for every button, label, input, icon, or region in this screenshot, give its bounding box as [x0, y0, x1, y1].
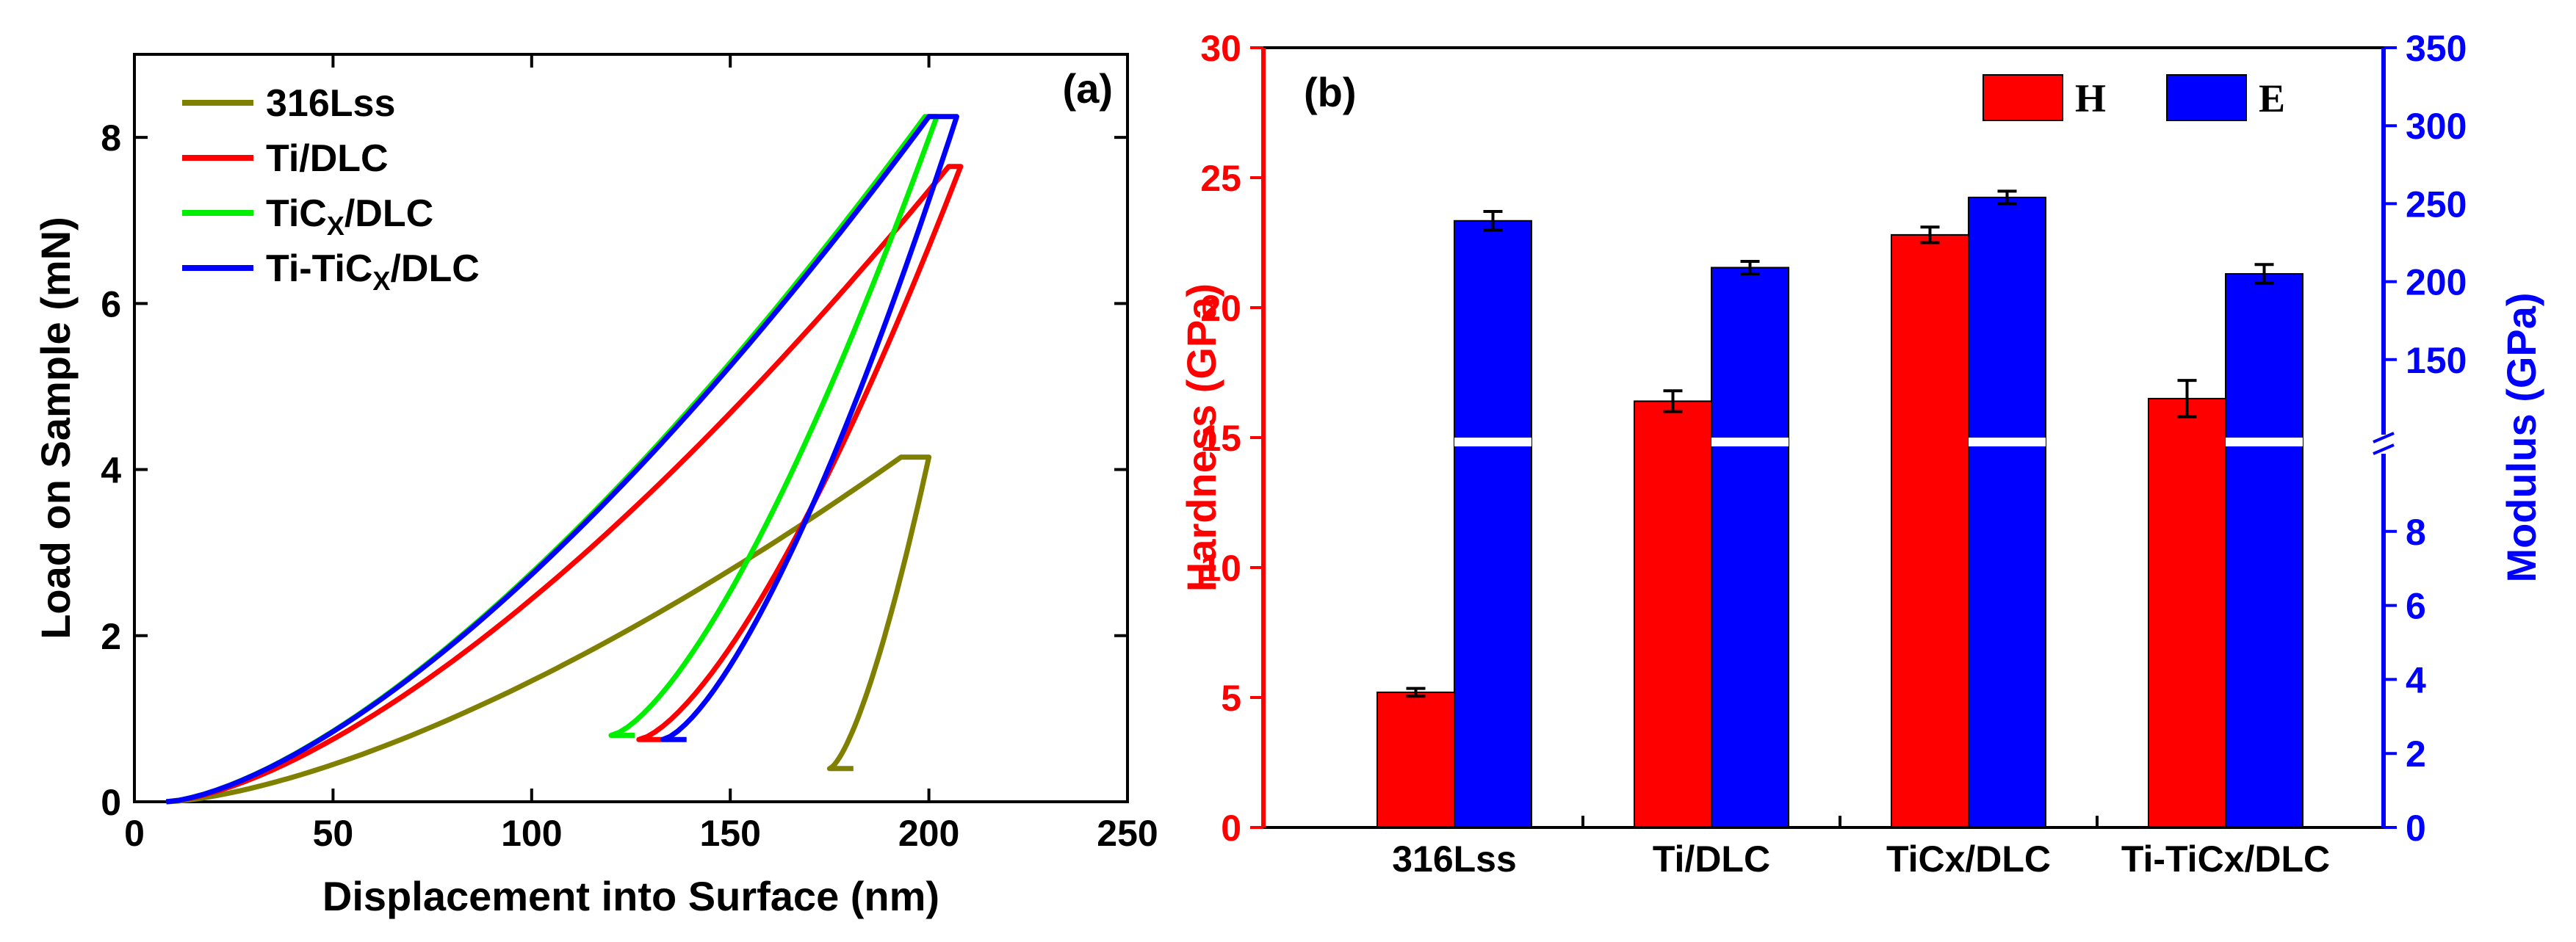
y-tick-label: 0 — [101, 782, 121, 823]
x-tick-label: 50 — [313, 813, 354, 854]
error-bar — [2177, 379, 2197, 419]
error-bar — [1920, 225, 1940, 244]
x-tick-label: 200 — [898, 813, 959, 854]
right-tick-label: 200 — [2406, 262, 2467, 303]
x-tick-label: 0 — [124, 813, 145, 854]
category-label: 316Lss — [1392, 838, 1517, 880]
x-tick-label: 150 — [699, 813, 760, 854]
right-tick-label: 0 — [2406, 808, 2426, 849]
legend-label-e: E — [2259, 76, 2285, 120]
error-bar — [1740, 259, 1760, 275]
right-tick-label: 8 — [2406, 512, 2426, 553]
legend-swatch-e — [2166, 74, 2247, 121]
left-tick-label: 10 — [1200, 548, 1241, 589]
legend-entry: 316Lss — [182, 82, 395, 125]
right-tick-label: 4 — [2406, 659, 2426, 700]
right-tick-label: 300 — [2406, 106, 2467, 147]
category-label: Ti/DLC — [1653, 838, 1770, 880]
legend-label: Ti-TiCX/DLC — [266, 247, 480, 296]
panel-a-ticks: 0 50 100 150 200 250 0 2 4 6 8 — [101, 54, 1158, 854]
y-tick-label: 4 — [101, 450, 121, 491]
bar-e-3 — [2225, 272, 2303, 829]
bar-e-break — [1969, 438, 2046, 446]
error-bar — [1406, 686, 1426, 698]
bar-e-break — [1454, 438, 1531, 446]
panel-b-hardness-modulus: 316Lss Ti/DLC TiCx/DLC Ti-TiCx/DLC 05101520… — [1178, 28, 2544, 880]
curve-316lss — [166, 454, 932, 805]
right-tick-label: 250 — [2406, 184, 2467, 225]
x-tick-label: 250 — [1097, 813, 1158, 854]
left-tick-label: 15 — [1200, 418, 1241, 459]
panel-a-curves — [165, 114, 964, 805]
legend-label-h: H — [2075, 76, 2106, 120]
curve-ti-ticx-dlc — [165, 114, 959, 805]
legend-entry: Ti-TiCX/DLC — [182, 247, 480, 296]
left-tick-label: 25 — [1200, 158, 1241, 199]
bar-e-break — [2226, 438, 2303, 446]
right-tick-label: 150 — [2406, 340, 2467, 381]
legend-label: 316Lss — [266, 82, 395, 125]
panel-b-left-ylabel: Hardness (GPa) — [1178, 283, 1224, 592]
bar-h-1 — [1634, 400, 1712, 828]
right-tick-label: 350 — [2406, 28, 2467, 69]
left-tick-label: 5 — [1221, 678, 1241, 719]
error-bar — [1663, 389, 1683, 413]
x-tick-label: 100 — [501, 813, 562, 854]
bar-h-3 — [2148, 397, 2226, 828]
panel-b-legend: H E — [1982, 74, 2285, 121]
bar-e-1 — [1711, 267, 1789, 828]
error-bar — [2254, 263, 2274, 285]
panel-b-bars: 316Lss Ti/DLC TiCx/DLC Ti-TiCx/DLC — [1377, 189, 2330, 880]
legend-label: TiCX/DLC — [266, 192, 433, 241]
right-tick-label: 6 — [2406, 586, 2426, 627]
bar-h-0 — [1377, 691, 1455, 828]
y-tick-label: 6 — [101, 283, 121, 325]
category-label: Ti-TiCx/DLC — [2121, 838, 2330, 880]
bar-h-2 — [1891, 233, 1969, 828]
left-tick-label: 0 — [1221, 808, 1241, 849]
panel-b-tag: (b) — [1304, 69, 1357, 115]
left-tick-label: 30 — [1200, 28, 1241, 69]
bar-e-break — [1711, 438, 1789, 446]
panel-a-xlabel: Displacement into Surface (nm) — [322, 873, 939, 919]
legend-label: Ti/DLC — [266, 137, 389, 180]
bar-e-0 — [1454, 220, 1532, 829]
y-tick-label: 8 — [101, 117, 121, 159]
panel-a-legend: 316Lss Ti/DLC TiCX/DLC Ti-TiCX/DLC — [182, 82, 480, 296]
panel-a-ylabel: Load on Sample (mN) — [32, 217, 79, 640]
error-bar — [1483, 210, 1503, 232]
legend-swatch-h — [1982, 74, 2063, 121]
panel-a-frame — [133, 53, 1129, 803]
left-tick-label: 20 — [1200, 288, 1241, 329]
legend-entry: Ti/DLC — [182, 137, 389, 180]
y-tick-label: 2 — [101, 616, 121, 657]
panel-a-load-displacement: 0 50 100 150 200 250 0 2 4 6 8 (a) 316Lss Ti/DLC TiC… — [32, 53, 1158, 919]
panel-b-right-ylabel: Modulus (GPa) — [2498, 292, 2544, 582]
category-label: TiCx/DLC — [1886, 838, 2051, 880]
bar-e-2 — [1968, 196, 2046, 828]
panel-a-tag: (a) — [1063, 65, 1113, 112]
axis-break-icon — [2373, 432, 2395, 455]
error-bar — [1997, 189, 2017, 206]
curve-ti-dlc — [165, 164, 964, 805]
legend-entry: TiCX/DLC — [182, 192, 433, 241]
panel-b-ticks: 0 5 10 15 20 25 30 150 200 250 300 350 0 2 4 6 8 — [1200, 28, 2467, 849]
right-tick-label: 2 — [2406, 733, 2426, 775]
